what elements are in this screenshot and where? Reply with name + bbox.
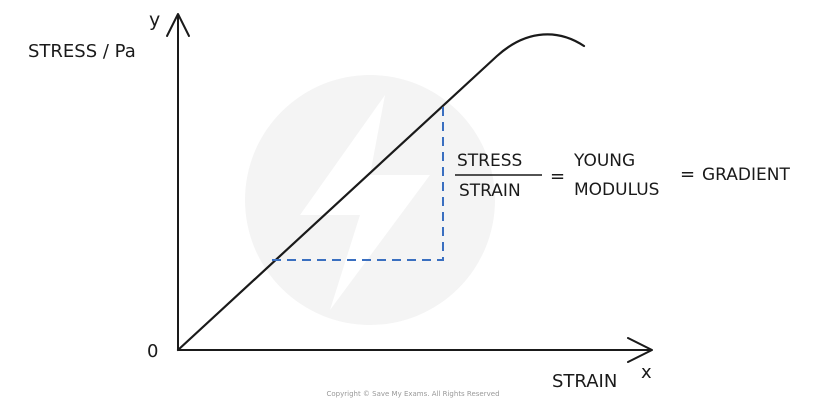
y-axis	[166, 13, 190, 351]
y-axis-label: STRESS / Pa	[28, 41, 136, 62]
y-axis-arrowhead-icon	[166, 13, 190, 37]
copyright-text: Copyright © Save My Exams. All Rights Re…	[326, 390, 499, 398]
x-axis	[177, 337, 653, 363]
origin-label: 0	[147, 341, 158, 362]
x-axis-label: STRAIN	[552, 371, 617, 392]
equals-sign-1: =	[550, 166, 565, 187]
x-axis-arrowhead-icon	[627, 337, 653, 363]
equation-denominator: STRAIN	[459, 181, 521, 201]
equals-sign-2: =	[680, 164, 695, 185]
gradient-label: GRADIENT	[702, 165, 790, 185]
stress-strain-curve	[176, 33, 586, 352]
young-modulus-line-2: MODULUS	[574, 180, 659, 200]
young-modulus-line-1: YOUNG	[573, 151, 635, 171]
y-axis-letter: y	[149, 9, 160, 31]
gradient-triangle-dashed	[272, 103, 444, 261]
watermark-logo-icon	[245, 75, 495, 325]
young-modulus-equation: STRESS STRAIN = YOUNG MODULUS = GRADIENT	[455, 151, 790, 201]
equation-numerator: STRESS	[457, 151, 522, 171]
x-axis-letter: x	[641, 362, 652, 383]
